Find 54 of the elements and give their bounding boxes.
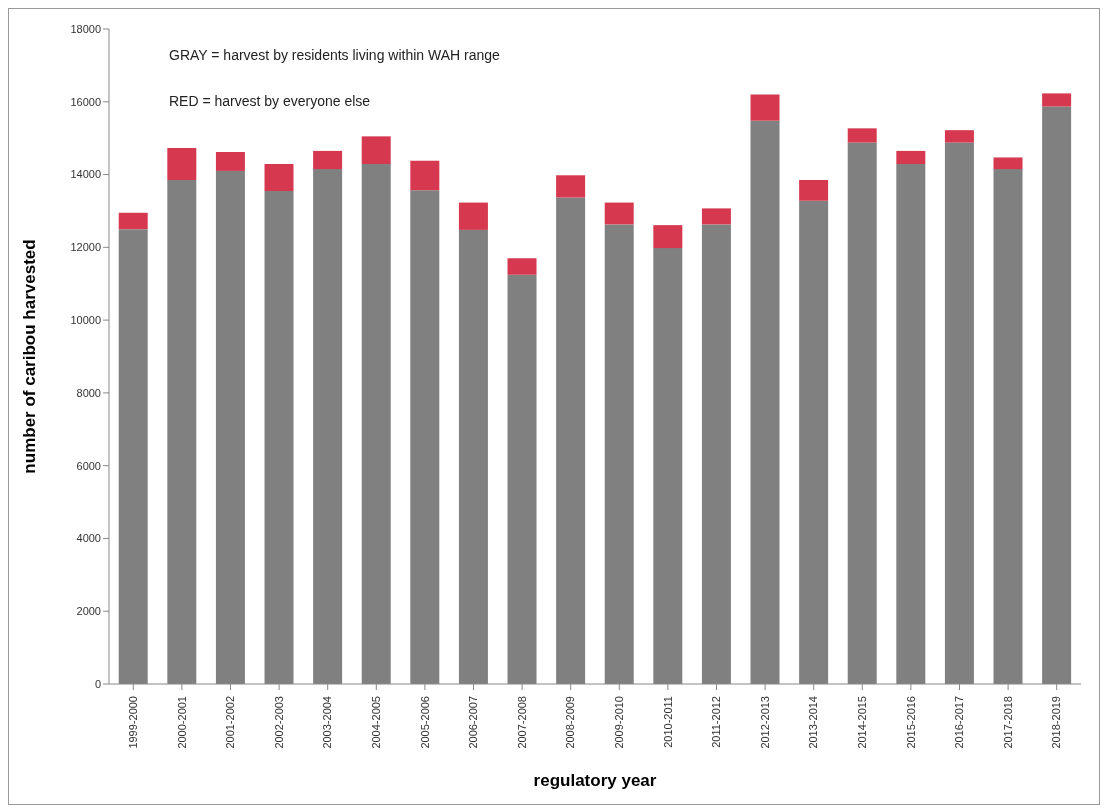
- bar: [167, 147, 197, 181]
- bar: [604, 202, 634, 225]
- x-tick-label: 2010-2011: [661, 696, 674, 748]
- annotation: GRAY = harvest by residents living within WAH range: [169, 47, 500, 63]
- bar: [361, 136, 391, 164]
- y-tick-label: 10000: [70, 314, 101, 327]
- y-tick-label: 14000: [70, 168, 101, 181]
- bar: [458, 202, 488, 230]
- x-tick-label: 2018-2019: [1050, 696, 1063, 749]
- y-axis-title: number of caribou harvested: [20, 239, 40, 474]
- bar: [118, 212, 148, 230]
- x-tick-label: 2017-2018: [1001, 696, 1014, 749]
- x-tick-label: 2015-2016: [904, 696, 917, 749]
- x-tick-label: 2009-2010: [613, 696, 626, 749]
- x-tick-label: 2011-2012: [710, 696, 723, 748]
- annotation: RED = harvest by everyone else: [169, 93, 371, 109]
- bar: [313, 150, 343, 170]
- x-tick-label: 2005-2006: [418, 696, 431, 749]
- bar: [896, 150, 926, 164]
- bar: [556, 175, 586, 198]
- bar: [944, 130, 974, 143]
- bar: [264, 164, 294, 191]
- bar: [799, 180, 829, 201]
- y-tick-label: 2000: [76, 605, 101, 618]
- x-tick-label: 2016-2017: [953, 696, 966, 749]
- y-tick-label: 4000: [76, 532, 101, 545]
- y-tick-label: 12000: [70, 241, 101, 254]
- x-tick-label: 1999-2000: [127, 696, 140, 749]
- bar: [701, 208, 731, 225]
- x-tick-label: 2000-2001: [175, 696, 188, 749]
- x-tick-label: 2008-2009: [564, 696, 577, 749]
- y-tick-label: 6000: [76, 459, 101, 472]
- y-tick-label: 0: [94, 677, 101, 690]
- bar: [847, 128, 877, 143]
- y-tick-label: 16000: [70, 95, 101, 108]
- bar: [993, 157, 1023, 170]
- x-tick-label: 2014-2015: [856, 696, 869, 749]
- x-tick-label: 2007-2008: [515, 696, 528, 749]
- x-tick-label: 2006-2007: [467, 696, 480, 749]
- bar: [1042, 93, 1072, 107]
- x-tick-label: 2002-2003: [272, 696, 285, 749]
- x-axis-title: regulatory year: [533, 771, 657, 790]
- y-tick-label: 8000: [76, 386, 101, 399]
- bar: [410, 160, 440, 191]
- bar: [750, 94, 780, 121]
- bar: [507, 258, 537, 275]
- y-tick-label: 18000: [70, 22, 101, 35]
- bar: [215, 151, 245, 171]
- bar: [653, 225, 683, 249]
- x-tick-label: 2001-2002: [224, 696, 237, 749]
- x-tick-label: 2003-2004: [321, 696, 334, 749]
- x-tick-label: 2004-2005: [370, 696, 383, 749]
- x-tick-label: 2012-2013: [758, 696, 771, 749]
- x-tick-label: 2013-2014: [807, 696, 820, 749]
